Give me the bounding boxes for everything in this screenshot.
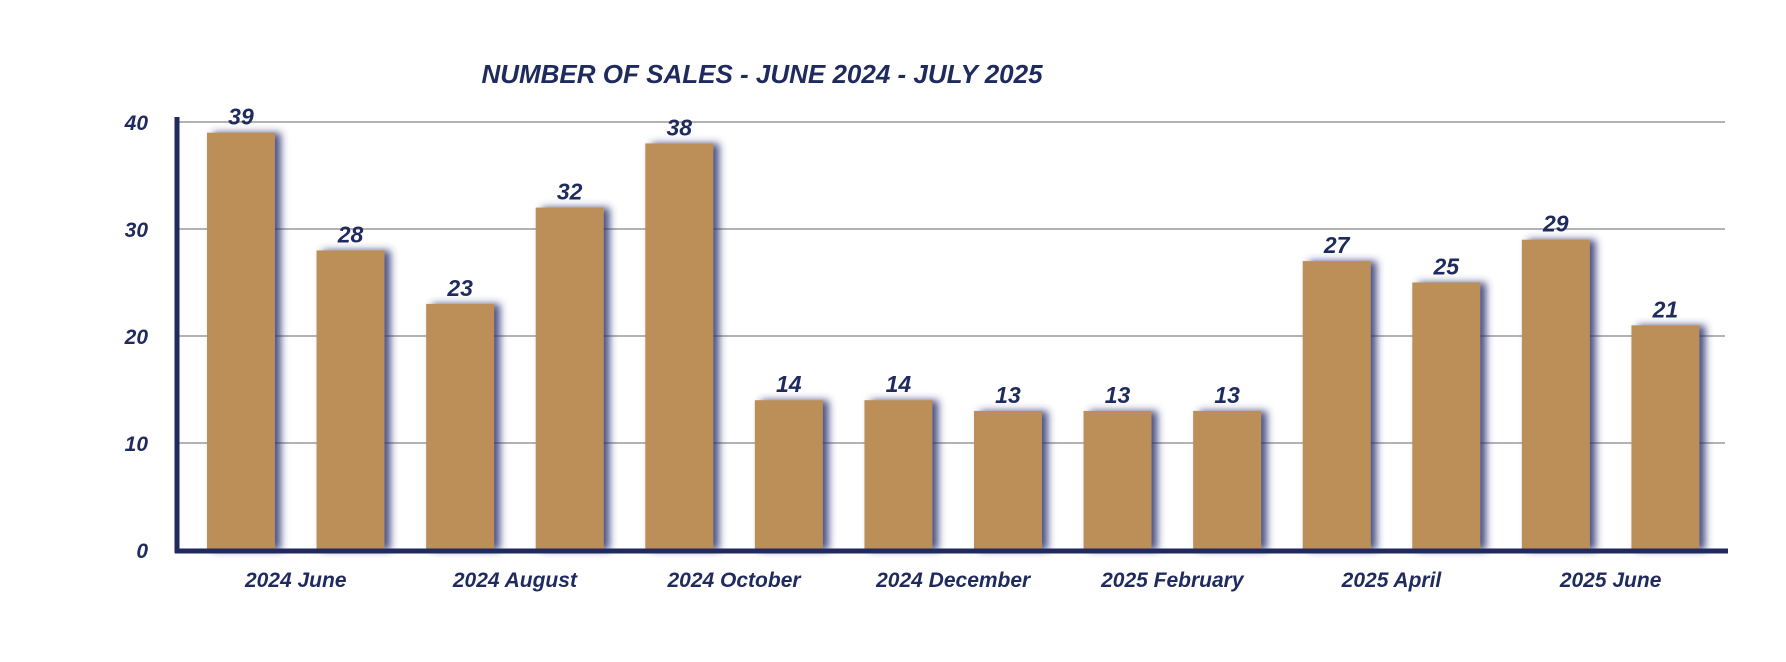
chart-title: NUMBER OF SALES - JUNE 2024 - JULY 2025 bbox=[481, 59, 1043, 89]
x-tick-label: 2024 December bbox=[875, 569, 1032, 592]
y-axis-ticks: 0 10 20 30 40 bbox=[124, 112, 149, 563]
y-tick-label: 30 bbox=[125, 219, 149, 242]
bar bbox=[1193, 410, 1262, 550]
data-labels: 39 28 23 32 38 14 14 13 13 13 27 25 29 21 bbox=[228, 104, 1678, 408]
bar bbox=[426, 303, 495, 550]
data-label: 13 bbox=[1105, 382, 1131, 408]
data-label: 23 bbox=[446, 275, 473, 301]
bar bbox=[864, 400, 933, 550]
bar bbox=[974, 410, 1042, 550]
data-label: 13 bbox=[1214, 382, 1240, 408]
data-label: 29 bbox=[1542, 211, 1569, 237]
data-label: 21 bbox=[1652, 296, 1679, 322]
x-tick-label: 2024 October bbox=[666, 569, 802, 592]
data-label: 14 bbox=[776, 371, 802, 397]
bar bbox=[1412, 282, 1481, 550]
data-label: 38 bbox=[666, 114, 692, 140]
x-tick-label: 2024 June bbox=[244, 569, 347, 592]
x-tick-label: 2025 February bbox=[1100, 569, 1245, 592]
bar bbox=[754, 400, 823, 550]
x-tick-label: 2025 April bbox=[1341, 569, 1443, 592]
data-label: 39 bbox=[228, 104, 254, 130]
y-tick-label: 40 bbox=[124, 112, 149, 135]
x-tick-label: 2024 August bbox=[452, 569, 578, 592]
bar bbox=[1521, 239, 1590, 550]
gridlines bbox=[177, 121, 1725, 444]
y-tick-label: 20 bbox=[124, 326, 149, 349]
y-tick-label: 0 bbox=[136, 540, 148, 563]
bars bbox=[207, 132, 1700, 550]
x-axis-ticks: 2024 June 2024 August 2024 October 2024 Dec… bbox=[244, 569, 1662, 592]
y-tick-label: 10 bbox=[125, 433, 149, 456]
data-label: 32 bbox=[557, 179, 583, 205]
bar bbox=[645, 143, 714, 550]
bar bbox=[1083, 410, 1152, 550]
bar bbox=[535, 207, 604, 550]
x-tick-label: 2025 June bbox=[1559, 569, 1662, 592]
data-label: 28 bbox=[337, 221, 364, 247]
data-label: 13 bbox=[995, 382, 1021, 408]
data-label: 14 bbox=[886, 371, 912, 397]
bar bbox=[316, 250, 385, 550]
data-label: 27 bbox=[1323, 232, 1351, 258]
bar bbox=[1302, 261, 1371, 550]
bar bbox=[1631, 325, 1700, 550]
data-label: 25 bbox=[1432, 254, 1460, 280]
bar bbox=[207, 132, 275, 550]
